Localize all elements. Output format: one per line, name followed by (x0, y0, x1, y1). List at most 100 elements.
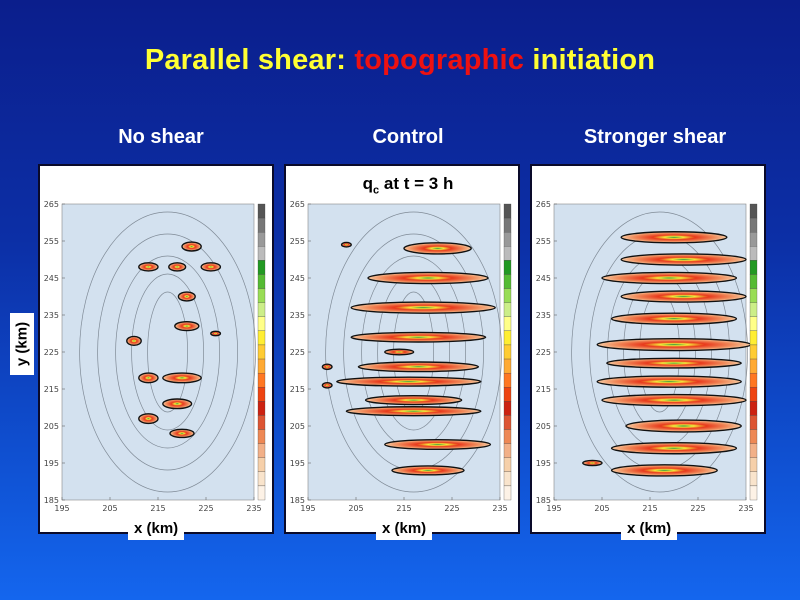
legend-swatch (257, 344, 266, 360)
terrain-contour (571, 211, 748, 493)
y-tick-label: 195 (536, 459, 551, 468)
legend-swatch (749, 330, 758, 346)
legend-swatch (503, 232, 512, 247)
legend-swatch (749, 260, 758, 275)
cloud-cell (596, 337, 752, 352)
cloud-cell (364, 394, 463, 406)
cloud-cell (200, 262, 222, 272)
legend-swatch (749, 302, 758, 317)
plot-panel-stronger-shear: 185 195 205 215 225 235 245 255 265 195 205 215 225 2… (530, 164, 766, 534)
y-tick-label: 225 (44, 348, 59, 357)
x-axis-label-stronger-shear: x (km) (621, 518, 678, 540)
cloud-cell (625, 419, 742, 433)
legend-swatch (257, 274, 266, 289)
cloud-cell (138, 413, 159, 425)
legend-swatch (749, 358, 758, 374)
y-tick-label: 265 (536, 200, 551, 209)
legend-swatch (503, 217, 512, 233)
cloud-cell (336, 376, 482, 387)
legend-swatch (503, 260, 512, 275)
cloud-cell (391, 465, 465, 476)
cloud-cell (321, 363, 333, 371)
x-tick-label: 195 (300, 504, 315, 513)
cloud-cell (357, 361, 480, 373)
legend-swatch (749, 485, 758, 501)
x-tick-label: 215 (642, 504, 657, 513)
legend-swatch (503, 429, 512, 444)
legend-swatch (257, 415, 266, 430)
legend-swatch (503, 274, 512, 289)
qc-time-label: qc at t = 3 h (362, 174, 454, 197)
x-tick-label: 235 (738, 504, 753, 513)
y-tick-label: 245 (44, 274, 59, 283)
x-tick-label: 205 (594, 504, 609, 513)
legend-swatch (257, 260, 266, 275)
x-tick-label: 215 (396, 504, 411, 513)
x-tick-label: 235 (492, 504, 507, 513)
x-axis-label-control: x (km) (376, 518, 433, 540)
panel-title-control: Control (372, 126, 444, 148)
legend-swatch (257, 372, 266, 388)
y-tick-label: 215 (44, 385, 59, 394)
y-tick-label: 255 (536, 237, 551, 246)
legend-swatch (749, 401, 758, 416)
y-tick-label: 225 (536, 348, 551, 357)
legend-swatch (257, 288, 266, 303)
panel-title-no-shear: No shear (118, 126, 204, 148)
cloud-cell (181, 241, 202, 252)
y-tick-label: 235 (44, 311, 59, 320)
legend-swatch (749, 274, 758, 289)
legend-swatch (749, 217, 758, 233)
x-tick-label: 195 (54, 504, 69, 513)
legend-swatch (503, 246, 512, 261)
legend-swatch (749, 288, 758, 303)
legend-swatch (257, 457, 266, 472)
y-tick-label: 235 (290, 311, 305, 320)
y-tick-label: 215 (290, 385, 305, 394)
plot-panel-no-shear: 185 195 205 215 225 235 245 255 265 195 205 215 225 2… (38, 164, 274, 534)
cloud-cell (138, 262, 159, 272)
x-tick-label: 205 (102, 504, 117, 513)
legend-swatch (749, 246, 758, 261)
legend-swatch (503, 288, 512, 303)
cloud-cell (582, 459, 603, 467)
cloud-cell (620, 253, 747, 266)
cloud-cell (601, 271, 738, 285)
legend-swatch (257, 330, 266, 346)
cloud-cell (384, 348, 415, 356)
cloud-cell (126, 335, 142, 347)
cloud-cell (350, 301, 496, 314)
legend-swatch (257, 217, 266, 233)
legend-swatch (503, 344, 512, 360)
legend-swatch (503, 387, 512, 402)
cloud-cell (384, 438, 492, 451)
legend-swatch (257, 246, 266, 261)
slide-title: Parallel shear: topographic initiation (144, 44, 656, 76)
x-tick-label: 225 (690, 504, 705, 513)
y-tick-label: 185 (290, 496, 305, 505)
cloud-cell (345, 406, 482, 417)
legend-swatch (503, 485, 512, 501)
x-axis-label-no-shear: x (km) (128, 518, 185, 540)
cloud-cell (177, 291, 196, 302)
x-tick-label: 195 (546, 504, 561, 513)
legend-swatch (257, 471, 266, 487)
cloud-cell (606, 357, 742, 369)
cloud-cell (138, 372, 159, 384)
cloud-cell (340, 241, 352, 248)
legend-swatch (503, 415, 512, 430)
legend-swatch (503, 302, 512, 317)
legend-swatch (749, 443, 758, 458)
plot-area (61, 203, 255, 501)
cloud-cell (350, 331, 487, 343)
y-tick-label: 205 (536, 422, 551, 431)
legend-swatch (749, 387, 758, 402)
cloud-cell (168, 262, 187, 272)
y-tick-label: 245 (290, 274, 305, 283)
legend-swatch (257, 302, 266, 317)
legend-swatch (749, 471, 758, 487)
terrain-contour (147, 291, 188, 413)
